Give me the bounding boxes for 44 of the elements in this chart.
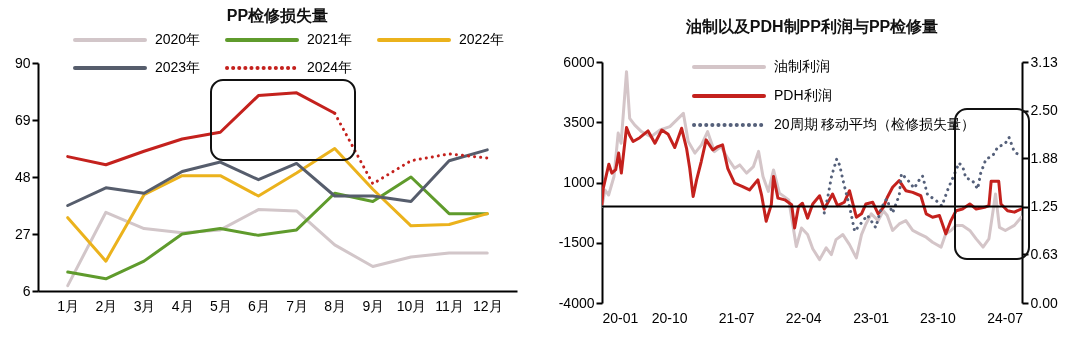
legend-label: 2021年 bbox=[307, 31, 353, 47]
chart-title: PP检修损失量 bbox=[226, 7, 329, 24]
legend-label: 2023年 bbox=[155, 59, 201, 75]
x-tick-label: 21-07 bbox=[718, 309, 755, 326]
x-tick-label: 23-01 bbox=[853, 309, 890, 326]
y-tick-label: 69 bbox=[14, 111, 31, 128]
x-tick-label: 22-04 bbox=[785, 309, 822, 326]
x-tick-label: 3月 bbox=[133, 297, 156, 314]
x-tick-label: 9月 bbox=[362, 297, 385, 314]
x-tick-label: 4月 bbox=[171, 297, 194, 314]
y-tick-label: 27 bbox=[14, 225, 31, 242]
legend-label: 2024年 bbox=[307, 59, 353, 75]
legend-label: 2020年 bbox=[155, 31, 201, 47]
x-tick-label: 2月 bbox=[95, 297, 118, 314]
x-tick-label: 5月 bbox=[209, 297, 232, 314]
legend-label: 2022年 bbox=[459, 31, 505, 47]
x-tick-label: 20-10 bbox=[651, 309, 688, 326]
x-tick-label: 23-10 bbox=[920, 309, 957, 326]
y-tick-label: 6 bbox=[22, 282, 31, 299]
x-tick-label: 7月 bbox=[286, 297, 308, 314]
x-tick-label: 24-07 bbox=[987, 309, 1024, 326]
y-tick-label: 1000 bbox=[563, 174, 595, 190]
x-tick-label: 10月 bbox=[396, 297, 427, 314]
legend-label: PDH利润 bbox=[774, 87, 832, 103]
y-tick-label: 3500 bbox=[563, 113, 595, 130]
y2-tick-label: 2.50 bbox=[1030, 102, 1058, 119]
y2-tick-label: 1.88 bbox=[1030, 149, 1058, 166]
y2-tick-label: 0.00 bbox=[1030, 294, 1058, 311]
x-tick-label: 6月 bbox=[248, 297, 270, 314]
y2-tick-label: 1.25 bbox=[1030, 198, 1058, 215]
x-tick-label: 1月 bbox=[57, 297, 80, 314]
y2-tick-label: 0.63 bbox=[1030, 245, 1058, 262]
y-tick-label: -4000 bbox=[558, 294, 595, 311]
legend-label: 油制利润 bbox=[774, 58, 830, 74]
y-tick-label: 48 bbox=[14, 168, 31, 185]
y2-tick-label: 3.13 bbox=[1030, 53, 1058, 70]
y-tick-label: 6000 bbox=[563, 53, 595, 70]
x-tick-label: 20-01 bbox=[602, 309, 639, 326]
y-tick-label: 90 bbox=[14, 54, 31, 71]
y-tick-label: -1500 bbox=[558, 234, 595, 251]
x-tick-label: 11月 bbox=[435, 297, 464, 314]
chart-title: 油制以及PDH制PP利润与PP检修量 bbox=[684, 18, 939, 35]
x-tick-label: 8月 bbox=[324, 297, 347, 314]
x-tick-label: 12月 bbox=[472, 297, 503, 314]
